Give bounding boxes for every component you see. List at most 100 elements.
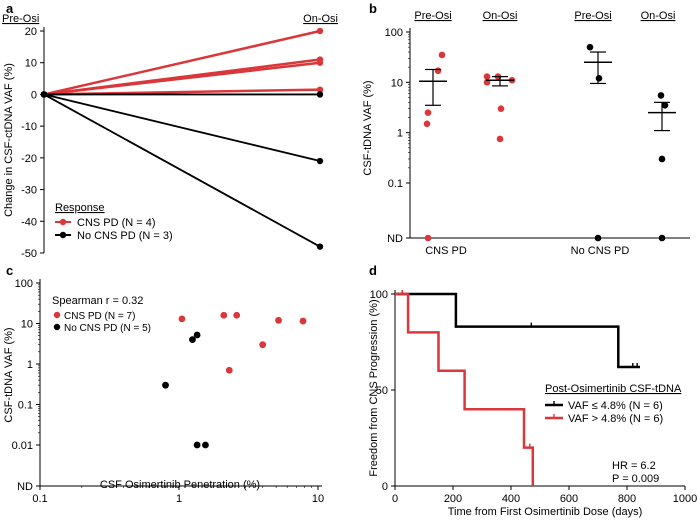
data-point — [299, 317, 307, 325]
x-tick-label: 600 — [560, 493, 578, 505]
legend-marker — [59, 231, 67, 239]
data-point — [424, 109, 432, 116]
panel-c-xlabel: CSF Osimertinib Penetration (%) — [100, 479, 260, 491]
panel-b-group-label: No CNS PD — [571, 245, 630, 257]
y-tick-label: -30 — [21, 185, 37, 197]
x-tick-label: 0.1 — [32, 493, 47, 505]
panel-b-chart: CSF-tDNA VAF (%) CNS PD No CNS PD Pre-Os… — [362, 10, 690, 257]
data-point — [438, 51, 446, 59]
series-line — [43, 61, 321, 96]
panel-a-legend-title: Response — [55, 202, 105, 214]
data-point — [40, 91, 48, 98]
data-point — [496, 135, 504, 143]
y-tick-label: 100 — [15, 278, 33, 290]
data-point — [316, 59, 324, 66]
data-point — [434, 67, 442, 75]
panel-a-ylabel: Change in CSF-ctDNA VAF (%) — [3, 63, 15, 217]
panel-b-sublabel: On-Osi — [641, 10, 676, 22]
series-line — [43, 29, 321, 96]
y-tick-label: ND — [387, 233, 403, 245]
x-tick-label: 10 — [312, 493, 324, 505]
panel-c-annotation: Spearman r = 0.32 — [52, 295, 143, 307]
data-point — [483, 73, 491, 80]
y-tick-label: 100 — [370, 289, 388, 301]
panel-c-ylabel: CSF-tDNA VAF (%) — [3, 327, 15, 422]
data-point — [259, 341, 267, 349]
panel-letter-d: d — [369, 263, 377, 278]
legend-label: No CNS PD (N = 5) — [64, 323, 151, 334]
survival-curve — [395, 292, 535, 486]
panel-letter-b: b — [369, 1, 377, 16]
y-tick-label: 10 — [25, 58, 37, 70]
panel-b-ylabel: CSF-tDNA VAF (%) — [362, 80, 374, 175]
data-point — [316, 243, 324, 250]
data-point — [316, 86, 324, 93]
data-point — [424, 234, 432, 242]
data-point — [193, 331, 201, 339]
panel-a-pre-label: Pre-Osi — [2, 13, 39, 25]
y-tick-label: 1 — [27, 359, 33, 371]
y-tick-label: 0.1 — [18, 400, 33, 412]
y-tick-label: 0 — [382, 481, 388, 493]
data-point — [658, 155, 666, 163]
panel-a-on-label: On-Osi — [303, 13, 338, 25]
y-tick-label: 0.1 — [388, 178, 403, 190]
data-point — [225, 366, 233, 374]
panel-b-sublabel: Pre-Osi — [414, 10, 451, 22]
panel-b-group-label: CNS PD — [425, 245, 467, 257]
legend-marker — [53, 323, 61, 331]
data-point — [661, 101, 669, 109]
data-point — [423, 120, 431, 128]
y-tick-label: -50 — [21, 248, 37, 260]
data-point — [657, 92, 665, 99]
x-tick-label: 1000 — [673, 493, 697, 505]
data-point — [193, 441, 201, 449]
legend-label: CNS PD (N = 7) — [64, 311, 135, 322]
data-point — [275, 316, 282, 324]
y-tick-label: 20 — [25, 26, 37, 38]
data-point — [594, 234, 602, 242]
legend-marker — [59, 218, 67, 226]
x-tick-label: 400 — [502, 493, 520, 505]
legend-label: VAF ≤ 4.8% (N = 6) — [568, 400, 663, 412]
data-point — [316, 157, 324, 165]
survival-curve — [395, 292, 640, 369]
x-tick-label: 0 — [392, 493, 398, 505]
panel-a-chart: Pre-Osi On-Osi Change in CSF-ctDNA VAF (… — [2, 13, 338, 260]
data-point — [595, 75, 603, 82]
x-tick-label: 200 — [444, 493, 462, 505]
x-tick-label: 1 — [176, 493, 182, 505]
data-point — [202, 441, 209, 449]
data-point — [658, 234, 666, 242]
y-tick-label: -10 — [21, 121, 37, 133]
panel-b-sublabel: Pre-Osi — [574, 10, 611, 22]
legend-label: No CNS PD (N = 3) — [77, 230, 173, 242]
data-point — [233, 311, 241, 319]
legend-label: CNS PD (N = 4) — [77, 217, 156, 229]
data-point — [586, 43, 594, 51]
y-tick-label: -40 — [21, 216, 37, 228]
y-tick-label: 100 — [385, 27, 403, 39]
panel-d-hr-text: HR = 6.2 — [612, 460, 656, 472]
data-point — [316, 91, 324, 98]
data-point — [162, 381, 169, 389]
y-tick-label: 50 — [376, 385, 388, 397]
panel-c-chart: CSF-tDNA VAF (%) CSF Osimertinib Penetra… — [3, 278, 324, 505]
panel-d-xlabel: Time from First Osimertinib Dose (days) — [448, 506, 643, 518]
data-point — [220, 311, 228, 319]
data-point — [189, 336, 196, 344]
data-point — [497, 105, 505, 112]
panel-letter-c: c — [6, 263, 13, 278]
data-point — [178, 315, 186, 323]
y-tick-label: ND — [17, 481, 33, 493]
series-line — [43, 93, 321, 162]
y-tick-label: 0 — [31, 89, 37, 101]
series-line — [43, 93, 321, 248]
y-tick-label: 10 — [21, 319, 33, 331]
panel-b-sublabel: On-Osi — [483, 10, 518, 22]
y-tick-label: 1 — [397, 128, 403, 140]
y-tick-label: -20 — [21, 153, 37, 165]
panel-d-legend-title: Post-Osimertinib CSF-tDNA — [545, 383, 682, 395]
panel-d-ylabel: Freedom from CNS Progression (%) — [368, 299, 380, 476]
